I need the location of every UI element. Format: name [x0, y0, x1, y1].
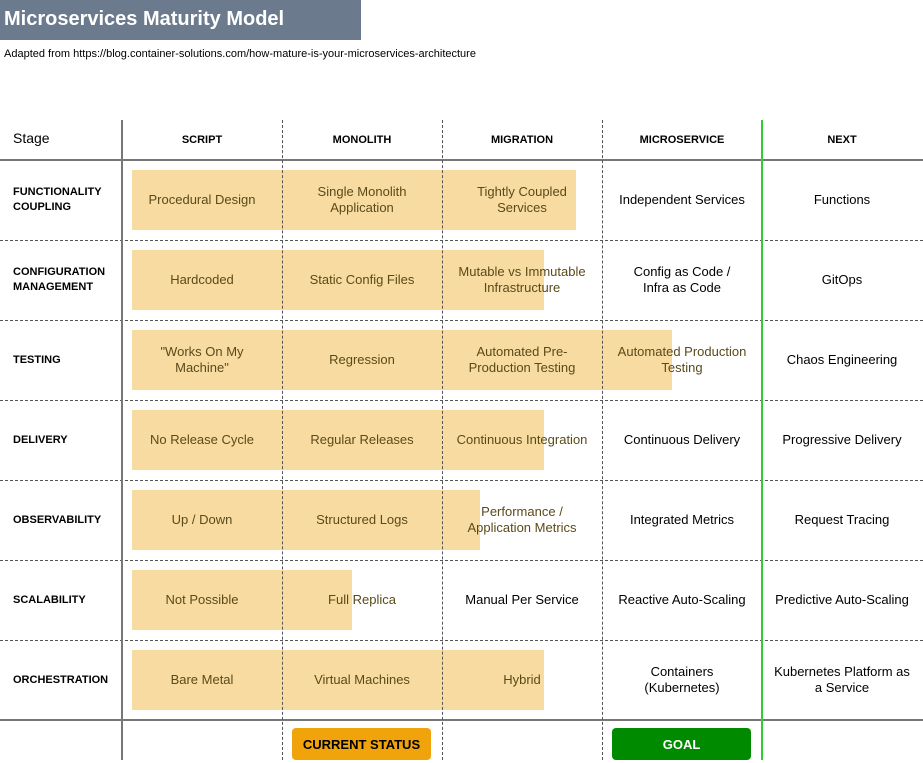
grid-cell: Predictive Auto-Scaling	[775, 592, 909, 607]
grid-cell: Continuous Integration	[456, 432, 588, 447]
grid-cell: Regression	[329, 352, 395, 367]
row-divider	[0, 320, 923, 321]
current-status-bar	[132, 570, 352, 630]
grid-cell: Regular Releases	[310, 432, 414, 447]
grid-cell: Continuous Delivery	[623, 432, 741, 447]
grid-cell: Manual Per Service	[465, 592, 579, 607]
row-label: DELIVERY	[13, 433, 68, 446]
current-status-legend: CURRENT STATUS	[292, 728, 431, 760]
grid-cell: Tightly Coupled Services	[477, 184, 567, 215]
current-status-bar	[132, 250, 544, 310]
column-divider	[442, 120, 443, 760]
grid-cell: Static Config Files	[309, 272, 415, 287]
grid-cell: Not Possible	[165, 592, 239, 607]
grid-cell: Chaos Engineering	[786, 352, 898, 367]
column-header-microservice: MICROSERVICE	[639, 134, 725, 146]
row-label: CONFIGURATION MANAGEMENT	[13, 266, 106, 293]
row-divider	[0, 400, 923, 401]
stage-header: Stage	[13, 130, 50, 146]
row-label: TESTING	[13, 353, 61, 366]
grid-cell: Hardcoded	[170, 272, 234, 287]
row-label: ORCHESTRATION	[13, 673, 109, 686]
column-divider	[602, 120, 603, 760]
page-subtitle: Adapted from https://blog.container-solu…	[4, 48, 476, 60]
grid-cell: Procedural Design	[148, 192, 256, 207]
row-divider	[0, 640, 923, 641]
grid-cell: Reactive Auto-Scaling	[618, 592, 746, 607]
grid-cell: GitOps	[821, 272, 863, 287]
column-header-script: SCRIPT	[181, 134, 223, 146]
grid-cell: Virtual Machines	[314, 672, 410, 687]
grid-cell: Performance / Application Metrics	[467, 504, 577, 535]
header-divider	[0, 159, 923, 161]
current-status-bar	[132, 410, 544, 470]
row-label: FUNCTIONALITY COUPLING	[13, 186, 102, 213]
grid-cell: Automated Production Testing	[617, 344, 747, 375]
grid-cell: Kubernetes Platform as a Service	[774, 664, 910, 695]
current-status-bar	[132, 490, 480, 550]
grid-cell: No Release Cycle	[149, 432, 255, 447]
grid-cell: Config as Code / Infra as Code	[633, 264, 731, 295]
stage-column-divider	[121, 120, 123, 760]
grid-cell: Full Replica	[328, 592, 396, 607]
grid-cell: Mutable vs Immutable Infrastructure	[458, 264, 586, 295]
grid-cell: Request Tracing	[794, 512, 890, 527]
grid-cell: Single Monolith Application	[317, 184, 407, 215]
row-divider	[0, 560, 923, 561]
footer-divider	[0, 719, 923, 721]
title-bar: Microservices Maturity Model	[0, 0, 361, 40]
row-divider	[0, 240, 923, 241]
column-header-next: NEXT	[827, 134, 857, 146]
grid-cell: Hybrid	[503, 672, 541, 687]
current-status-bar	[132, 330, 672, 390]
grid-cell: Independent Services	[619, 192, 745, 207]
grid-cell: Structured Logs	[316, 512, 408, 527]
grid-cell: Containers (Kubernetes)	[644, 664, 720, 695]
row-divider	[0, 480, 923, 481]
column-header-migration: MIGRATION	[490, 134, 554, 146]
grid-cell: "Works On My Machine"	[160, 344, 244, 375]
row-label: SCALABILITY	[13, 593, 86, 606]
goal-legend: GOAL	[612, 728, 751, 760]
grid-cell: Bare Metal	[170, 672, 234, 687]
grid-cell: Up / Down	[171, 512, 233, 527]
current-status-bar	[132, 170, 576, 230]
current-status-bar	[132, 650, 544, 710]
row-label: OBSERVABILITY	[13, 513, 102, 526]
grid-cell: Automated Pre- Production Testing	[468, 344, 576, 375]
column-header-monolith: MONOLITH	[332, 134, 392, 146]
grid-cell: Progressive Delivery	[782, 432, 902, 447]
grid-cell: Functions	[813, 192, 871, 207]
grid-cell: Integrated Metrics	[629, 512, 735, 527]
column-divider	[282, 120, 283, 760]
page-title: Microservices Maturity Model	[4, 8, 285, 30]
goal-line	[761, 120, 763, 760]
